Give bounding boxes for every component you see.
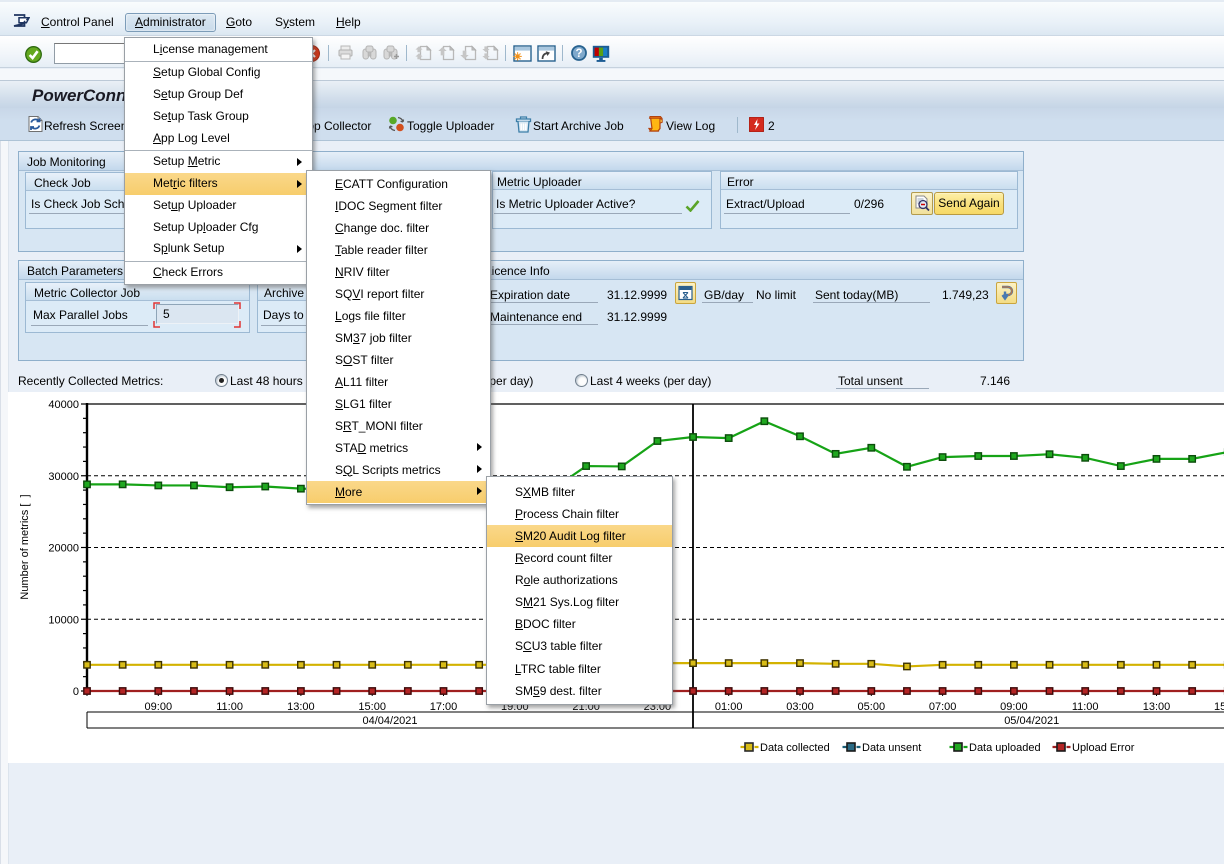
svg-text:0: 0 bbox=[73, 686, 79, 698]
svg-text:07:00: 07:00 bbox=[929, 701, 957, 713]
svg-text:Data collected: Data collected bbox=[760, 742, 830, 754]
svg-text:Data uploaded: Data uploaded bbox=[969, 742, 1041, 754]
svg-text:20000: 20000 bbox=[48, 543, 79, 555]
svg-text:05:00: 05:00 bbox=[858, 701, 886, 713]
svg-text:?: ? bbox=[575, 48, 582, 60]
svg-text:Data unsent: Data unsent bbox=[862, 742, 921, 754]
svg-text:09:00: 09:00 bbox=[1000, 701, 1028, 713]
svg-text:Number of metrics [ ]: Number of metrics [ ] bbox=[19, 494, 31, 599]
svg-text:Upload Error: Upload Error bbox=[1072, 742, 1135, 754]
svg-text:15:00: 15:00 bbox=[358, 701, 386, 713]
svg-text:15:00: 15:00 bbox=[1214, 701, 1224, 713]
svg-text:40000: 40000 bbox=[48, 399, 79, 411]
svg-text:11:00: 11:00 bbox=[1072, 701, 1099, 713]
svg-text:30000: 30000 bbox=[48, 471, 79, 483]
svg-text:03:00: 03:00 bbox=[786, 701, 814, 713]
svg-text:13:00: 13:00 bbox=[287, 701, 315, 713]
svg-text:05/04/2021: 05/04/2021 bbox=[1004, 715, 1059, 727]
svg-text:09:00: 09:00 bbox=[145, 701, 173, 713]
svg-text:10000: 10000 bbox=[48, 614, 79, 626]
svg-text:04/04/2021: 04/04/2021 bbox=[362, 715, 417, 727]
svg-text:01:00: 01:00 bbox=[715, 701, 743, 713]
svg-text:11:00: 11:00 bbox=[216, 701, 243, 713]
svg-text:13:00: 13:00 bbox=[1143, 701, 1171, 713]
svg-text:17:00: 17:00 bbox=[430, 701, 458, 713]
